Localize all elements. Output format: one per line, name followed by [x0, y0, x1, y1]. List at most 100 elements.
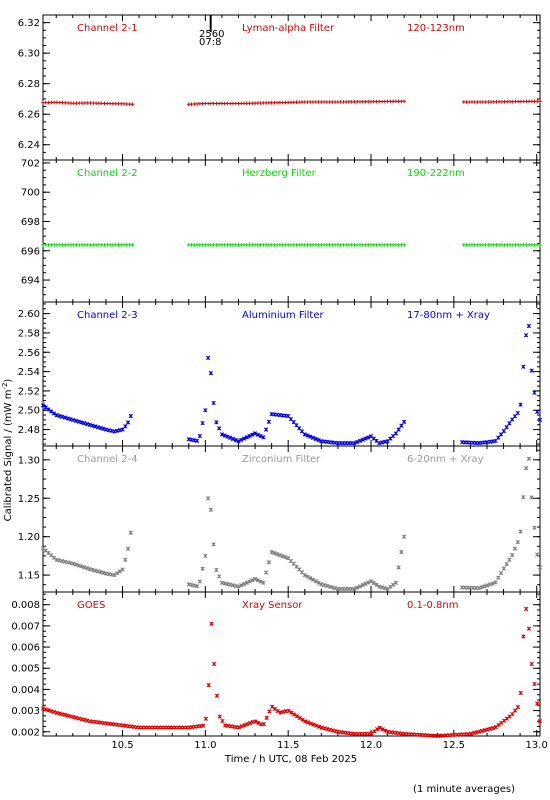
panel-2-series-3-point — [538, 243, 542, 247]
x-tick-label: 13.0 — [526, 740, 548, 751]
panel-3-series-3-point — [515, 410, 520, 416]
panel-5-frame — [42, 591, 541, 737]
panel-5-series-1-point — [300, 717, 305, 722]
top-marker-text-2: 07:8 — [199, 37, 221, 48]
panel-5-series-1-point — [377, 725, 383, 730]
panel-1-series-3-point — [538, 99, 542, 104]
panel-1-y-tick-label: 6.32 — [18, 18, 40, 29]
panel-4-series-1-point — [82, 565, 87, 570]
panel-3-y-tick-label: 2.48 — [18, 425, 40, 436]
panel-5-series-1-point — [311, 722, 316, 727]
panel-1-y-tick-label: 6.28 — [18, 79, 40, 90]
panel-4-series-2-point — [274, 551, 280, 557]
panel-4-series-3-point — [512, 546, 518, 551]
panel-3-series-2-point — [228, 435, 233, 440]
panel-3-series-3-point — [507, 421, 512, 426]
panel-4-series-1-point — [117, 569, 122, 574]
panel-3-series-2-point — [205, 355, 211, 361]
panel-3-series-1-point — [123, 424, 128, 429]
panel-4-filter-label: Zirconium Filter — [242, 454, 321, 465]
panel-5-y-tick-label: 0.003 — [11, 706, 40, 717]
panel-3-series-1-point — [49, 409, 54, 414]
panel-2-series-1-point — [130, 243, 135, 247]
panel-3-series-2-point — [230, 436, 236, 442]
panel-4-series-2-point — [269, 549, 274, 555]
panel-3-series-2-point — [244, 435, 249, 440]
panel-3-series-2-point — [233, 437, 238, 443]
panel-4-series-3-point — [504, 561, 509, 567]
panel-5-series-1-point — [203, 716, 209, 721]
panel-4-series-2-point — [316, 580, 321, 585]
panel-4-series-2-point — [197, 579, 202, 584]
panel-3-series-2-point — [255, 432, 260, 437]
panel-4-series-1-point — [120, 567, 125, 572]
panel-4-frame — [42, 445, 541, 593]
panel-3-series-2-point — [261, 435, 266, 440]
panel-4-series-3-point — [482, 584, 487, 589]
panel-3-series-2-point — [401, 419, 407, 424]
panel-5-series-1-point — [217, 714, 222, 719]
panel-2-y-tick-label: 694 — [21, 276, 40, 287]
panel-4-band-label: 6-20nm + Xray — [407, 454, 484, 465]
footnote: (1 minute averages) — [413, 784, 515, 795]
panel-4-series-3-point — [537, 565, 543, 570]
panel-3-series-3-point — [496, 435, 501, 440]
panel-4-series-3-point — [476, 585, 481, 591]
panel-5-series-1-point — [49, 708, 54, 714]
panel-4-series-2-point — [371, 580, 376, 586]
panel-3-series-2-point — [214, 420, 219, 425]
panel-3-y-tick-label: 2.60 — [18, 309, 40, 320]
panel-5-series-1-point — [380, 727, 385, 732]
panel-3-series-2-point — [363, 436, 368, 441]
panel-4-series-3-point — [507, 557, 512, 562]
panel-5-series-1-point — [236, 725, 242, 730]
panel-4-series-3-point — [490, 581, 495, 586]
panel-5-series-1-point — [535, 701, 540, 706]
panel-5-series-1-point — [43, 707, 48, 712]
panel-4-series-2-point — [399, 549, 404, 555]
panel-3-series-2-point — [258, 433, 263, 439]
panel-3-series-1-point — [128, 413, 133, 419]
panel-4-series-3-point — [535, 552, 540, 557]
panel-4-series-1-point — [125, 546, 131, 551]
panel-4-series-1-point — [114, 571, 120, 576]
panel-4-series-2-point — [374, 582, 379, 587]
panel-2-filter-label: Herzberg Filter — [242, 168, 317, 179]
panel-1-frame — [42, 14, 541, 161]
panel-4-series-3-point — [526, 456, 532, 461]
panel-5-series-1-point — [512, 708, 518, 713]
panel-4-series-3-point — [493, 580, 498, 585]
panel-2-y-tick-label: 702 — [21, 158, 40, 169]
panel-5-series-1-point — [214, 693, 220, 698]
panel-5-series-1-point — [212, 661, 217, 667]
panel-3-series-1-point — [46, 407, 51, 412]
panel-4-series-2-point — [396, 565, 401, 570]
panel-4-series-3-point — [523, 466, 529, 471]
panel-4-series-2-point — [263, 570, 269, 575]
panel-2-series-2-point — [402, 243, 406, 247]
panel-3-series-2-point — [236, 439, 241, 444]
x-tick-label: 11.0 — [194, 740, 216, 751]
panel-4-channel-label: Channel 2-4 — [77, 454, 138, 465]
panel-5-series-1-point — [256, 720, 261, 726]
panel-5-series-1-point — [532, 681, 537, 687]
panel-5-series-1-point — [305, 720, 311, 725]
panel-3-series-2-point — [200, 420, 205, 426]
panel-4-series-2-point — [401, 534, 407, 539]
x-tick-label: 11.5 — [277, 740, 299, 751]
panel-5-series-1-point — [245, 721, 250, 727]
panel-3-series-2-point — [313, 436, 318, 442]
panel-4-y-tick-label: 1.25 — [18, 494, 40, 505]
panel-5-series-1-point — [526, 626, 532, 631]
panel-3-series-1-point — [51, 411, 57, 416]
panel-4-series-3-point — [498, 570, 504, 576]
panel-3-y-tick-label: 2.58 — [18, 328, 40, 339]
panel-3-series-3-point — [498, 432, 504, 437]
panel-4-series-1-point — [128, 530, 133, 535]
panel-4-series-2-point — [247, 579, 252, 584]
panel-3-series-1-point — [43, 405, 48, 410]
panel-3-series-2-point — [194, 438, 200, 443]
panel-3-series-2-point — [393, 431, 399, 436]
panel-1-channel-label: Channel 2-1 — [77, 23, 138, 34]
panel-5-series-1-point — [242, 723, 247, 728]
